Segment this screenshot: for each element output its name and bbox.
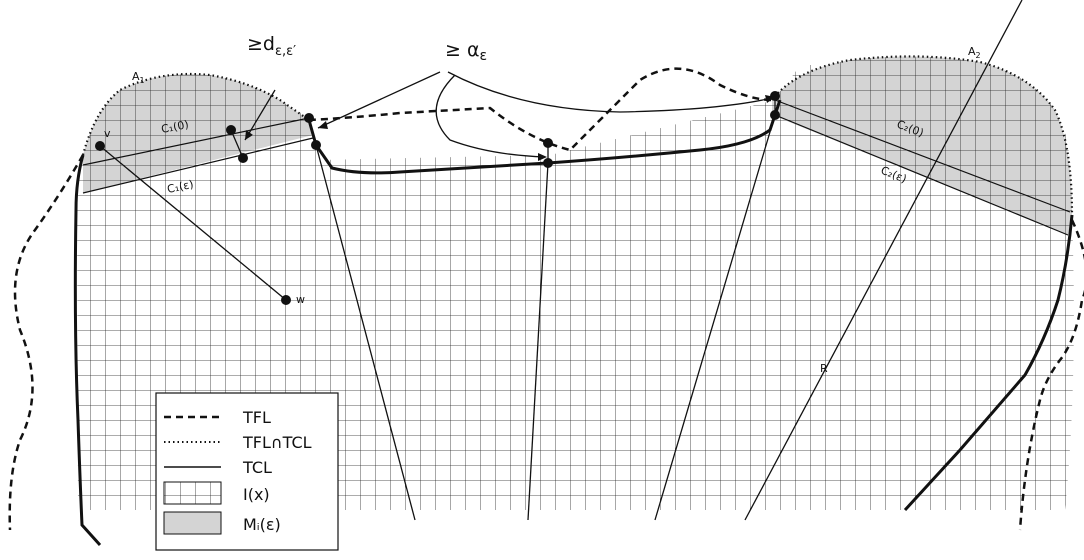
legend-label-tfl: TFL <box>242 408 271 427</box>
alpha-pointer-middle-arrowhead <box>538 153 547 161</box>
distance-label: ≥dε,ε′ <box>247 33 296 59</box>
label-v: v <box>104 127 111 140</box>
tfl-tcl-boundary-a2 <box>771 55 1074 216</box>
point-c1-0 <box>226 125 236 135</box>
points <box>95 91 780 305</box>
ray-1 <box>315 144 416 521</box>
alpha-pointer-left-arrowhead <box>318 121 328 129</box>
tcl-boundary <box>73 154 102 547</box>
legend-label-ix: I(x) <box>243 485 270 504</box>
alpha-pointer-middle <box>435 74 546 158</box>
legend-label-tcl: TCL <box>242 458 272 477</box>
tfl-tcl-boundary-a1 <box>81 72 310 156</box>
label-c1-0: C₁(0) <box>160 118 190 136</box>
label-a2: A2 <box>968 45 981 60</box>
tcl-right-boundary <box>903 214 1074 512</box>
point-v <box>95 141 105 151</box>
d-pointer <box>244 89 276 141</box>
c2-eps-line <box>774 114 1069 236</box>
point-right-top <box>770 91 780 101</box>
tfl-left-curve <box>8 154 85 531</box>
ray-2 <box>527 162 549 521</box>
label-a1: A1 <box>132 70 145 85</box>
point-mid-bottom <box>543 158 553 168</box>
c1-zero-line <box>82 117 310 166</box>
alpha-label: ≥ αε <box>445 39 487 64</box>
point-mid-top <box>543 138 553 148</box>
shaded-cap-a1 <box>83 74 313 193</box>
shaded-cap-a2 <box>772 56 1072 235</box>
label-c1-eps: C₁(ε) <box>166 178 195 196</box>
point-w <box>281 295 291 305</box>
c1-eps-line <box>82 137 314 194</box>
v-w-segment <box>99 145 287 301</box>
legend-label-tfl-tcl: TFL∩TCL <box>242 433 312 452</box>
d-pointer-arrowhead <box>245 130 253 140</box>
label-w: w <box>296 293 305 306</box>
legend-swatch-grid <box>163 481 222 505</box>
ray-3 <box>654 114 776 521</box>
c2-zero-line <box>774 99 1071 213</box>
point-left-bottom <box>311 140 321 150</box>
label-r: R <box>820 362 828 375</box>
point-left-top <box>304 113 314 123</box>
legend-swatch-shaded <box>163 511 222 535</box>
alpha-pointer-left <box>317 71 441 129</box>
point-c1-eps <box>238 153 248 163</box>
tfl-right-curve <box>1018 219 1084 531</box>
legend: TFL TFL∩TCL TCL I(x) Mᵢ(ε) <box>155 392 339 551</box>
ray-r <box>744 0 1023 521</box>
alpha-pointer-right <box>447 71 773 113</box>
point-right-bottom <box>770 110 780 120</box>
d-connector <box>230 129 244 159</box>
legend-label-mi: Mᵢ(ε) <box>243 515 281 534</box>
